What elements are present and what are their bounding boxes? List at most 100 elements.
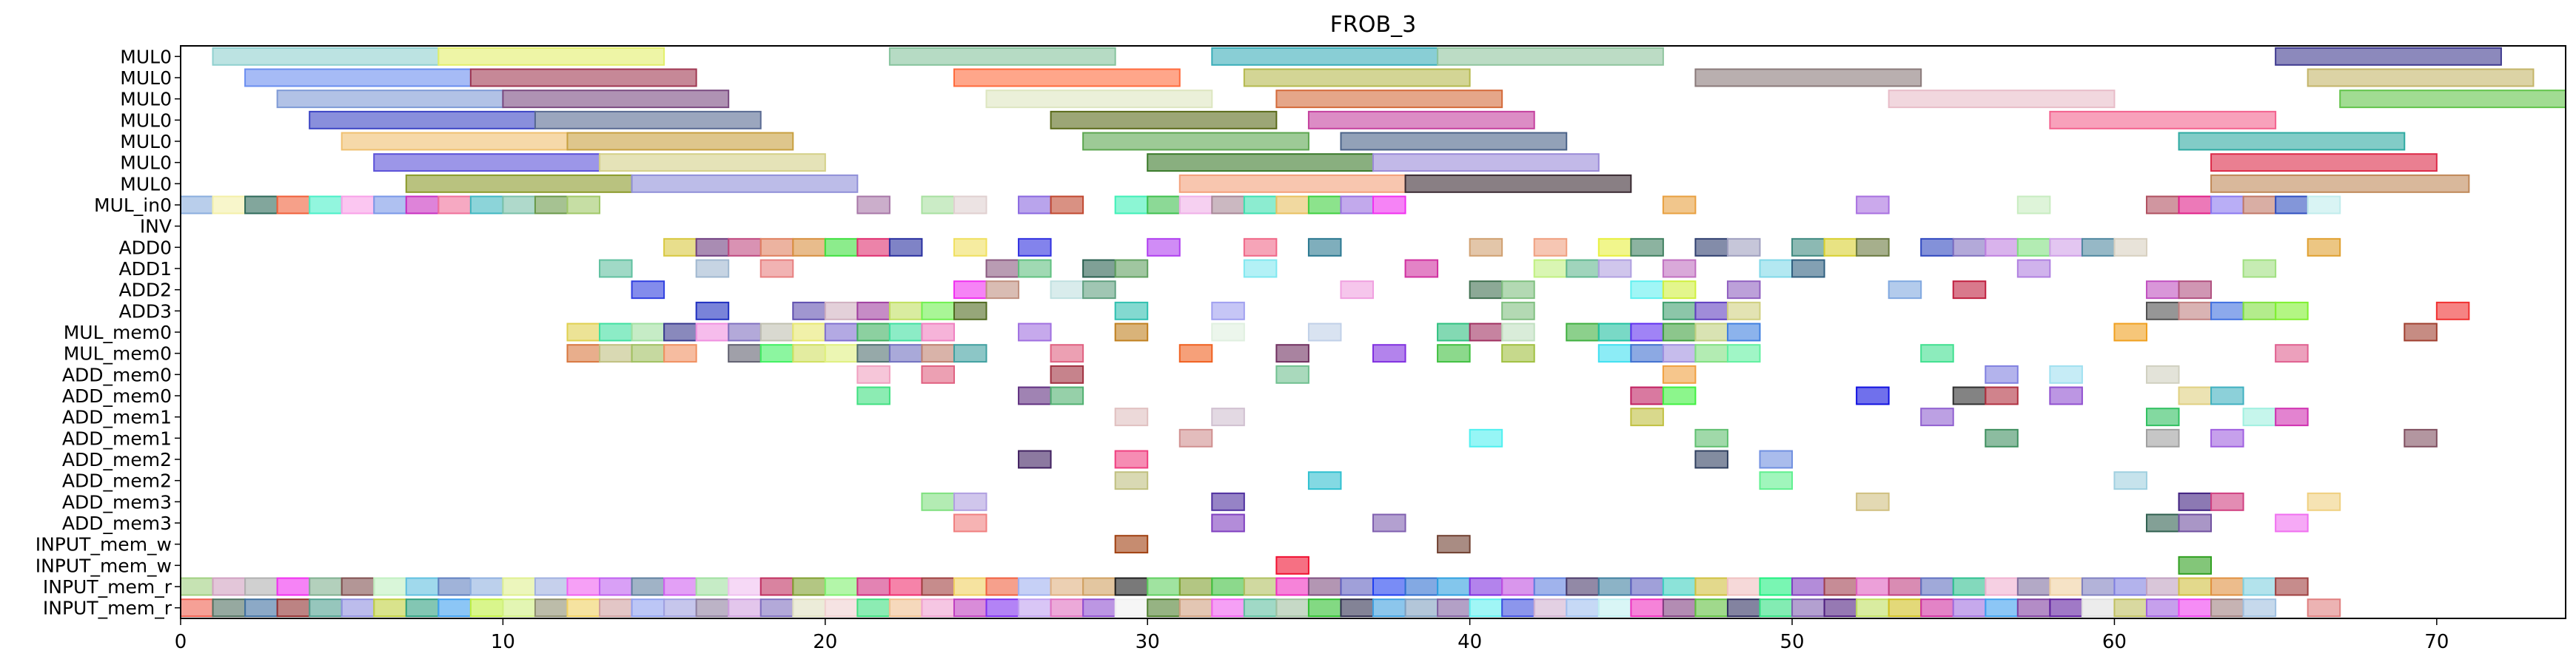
task-bar <box>1147 598 1181 618</box>
task-bar <box>1147 195 1181 215</box>
task-bar <box>695 323 730 342</box>
task-bar <box>1307 323 1342 342</box>
task-bar <box>1952 598 1987 618</box>
task-bar <box>1694 237 1728 257</box>
task-bar <box>759 323 794 342</box>
task-bar <box>1726 598 1761 618</box>
task-bar <box>1275 365 1309 384</box>
task-bar <box>888 301 923 320</box>
y-tick-label: INPUT_mem_w <box>36 534 172 556</box>
task-bar <box>1114 195 1149 215</box>
y-tick-label: ADD2 <box>118 280 172 301</box>
task-bar <box>1114 535 1149 554</box>
task-bar <box>759 577 794 596</box>
task-bar <box>1147 577 1181 596</box>
task-bar <box>1630 577 1664 596</box>
task-bar <box>1566 598 1600 618</box>
task-bar <box>502 90 730 109</box>
task-bar <box>212 577 246 596</box>
task-bar <box>309 577 343 596</box>
task-bar <box>1018 598 1052 618</box>
task-bar <box>1437 535 1471 554</box>
task-bar <box>921 577 955 596</box>
task-bar <box>759 237 794 257</box>
task-bar <box>985 577 1020 596</box>
task-bar <box>1566 259 1600 278</box>
task-bar <box>1630 237 1664 257</box>
task-bar <box>341 577 375 596</box>
task-bar <box>1275 344 1309 363</box>
task-bar <box>1018 195 1052 215</box>
task-bar <box>1662 301 1697 320</box>
task-bar <box>276 577 311 596</box>
task-bar <box>244 598 278 618</box>
x-tick-label: 10 <box>491 631 515 653</box>
task-bar <box>1791 259 1825 278</box>
task-bar <box>502 577 536 596</box>
task-bar <box>1018 577 1052 596</box>
task-bars <box>180 47 2567 618</box>
x-tick-label: 60 <box>2102 631 2127 653</box>
task-bar <box>1597 323 1632 342</box>
task-bar <box>856 386 890 405</box>
task-bar <box>953 577 987 596</box>
task-bar <box>1726 301 1761 320</box>
task-bar <box>1856 598 1890 618</box>
task-bar <box>1630 344 1664 363</box>
y-tick-label: ADD_mem0 <box>62 364 172 385</box>
task-bar <box>212 195 246 215</box>
task-bar <box>1082 598 1116 618</box>
task-bar <box>2016 259 2051 278</box>
task-bar <box>921 323 955 342</box>
task-bar <box>1952 237 1987 257</box>
y-tick-label: MUL0 <box>120 67 172 89</box>
y-tick-label: MUL0 <box>120 89 172 110</box>
task-bar <box>2145 577 2180 596</box>
task-bar <box>1662 598 1697 618</box>
task-bar <box>1211 47 1439 66</box>
task-bar <box>792 301 826 320</box>
task-bar <box>728 237 762 257</box>
task-bar <box>953 344 987 363</box>
task-bar <box>2049 577 2083 596</box>
task-bar <box>921 301 955 320</box>
task-bar <box>1501 323 1535 342</box>
task-bar <box>728 323 762 342</box>
task-bar <box>1050 386 1084 405</box>
y-tick-label: INPUT_mem_r <box>43 598 172 619</box>
task-bar <box>2275 513 2309 533</box>
task-bar <box>1694 344 1728 363</box>
task-bar <box>695 237 730 257</box>
task-bar <box>2275 344 2309 363</box>
task-bar <box>728 598 762 618</box>
task-bar <box>1469 598 1503 618</box>
task-bar <box>2113 471 2147 490</box>
task-bar <box>824 323 859 342</box>
task-bar <box>1823 598 1858 618</box>
task-bar <box>276 90 504 109</box>
task-bar <box>1920 237 1954 257</box>
y-tick-label: ADD_mem3 <box>62 513 172 534</box>
task-bar <box>985 280 1020 300</box>
task-bar <box>2145 301 2180 320</box>
task-bar <box>1597 237 1632 257</box>
task-bar <box>1178 344 1213 363</box>
task-bar <box>469 68 697 87</box>
task-bar <box>856 577 890 596</box>
task-bar <box>1662 195 1697 215</box>
task-bar <box>2178 386 2213 405</box>
task-bar <box>1597 577 1632 596</box>
task-bar <box>2210 153 2438 172</box>
task-bar <box>1114 598 1149 618</box>
task-bar <box>2210 301 2244 320</box>
y-tick-label: MUL_mem0 <box>64 343 172 365</box>
task-bar <box>1211 301 1245 320</box>
task-bar <box>888 344 923 363</box>
task-bar <box>2178 513 2213 533</box>
task-bar <box>985 598 1020 618</box>
task-bar <box>1726 237 1761 257</box>
task-bar <box>1211 577 1245 596</box>
task-bar <box>1018 450 1052 469</box>
task-bar <box>1050 280 1084 300</box>
